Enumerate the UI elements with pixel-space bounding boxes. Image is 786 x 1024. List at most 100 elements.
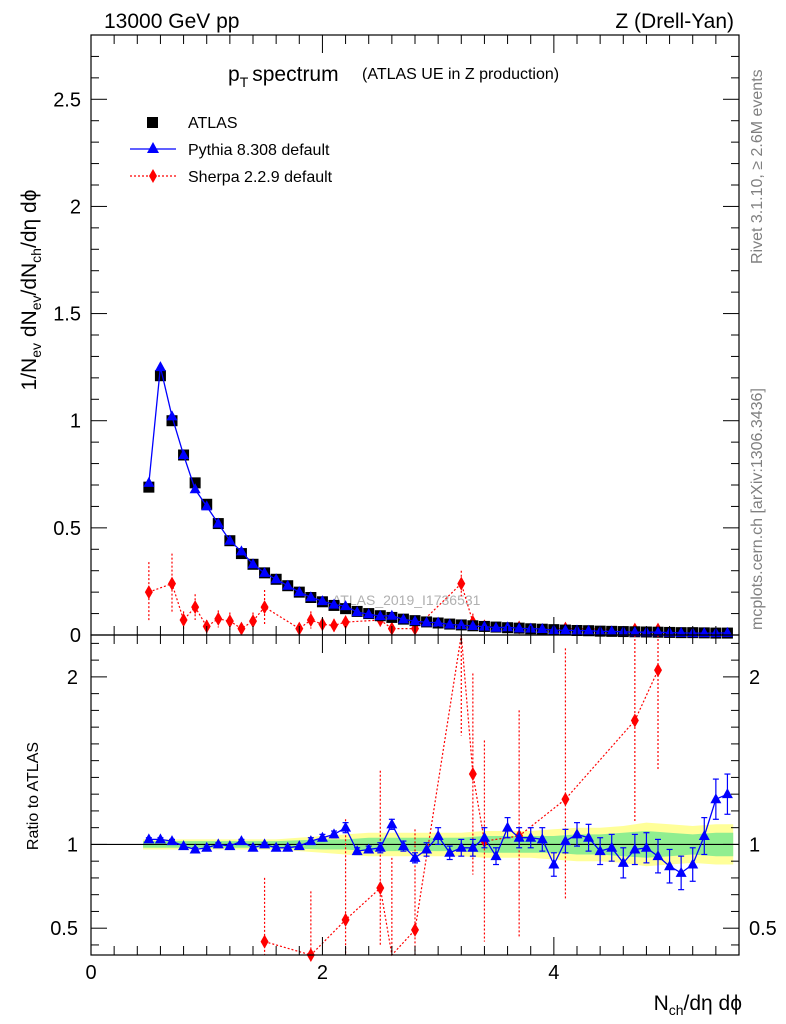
pythia-main-point <box>235 545 247 556</box>
pythia-ratio-point <box>455 841 467 852</box>
main-ytick-label: 0 <box>70 625 81 647</box>
pythia-ratio-point <box>386 818 398 829</box>
pythia-ratio-point <box>548 858 560 869</box>
pythia-ratio-point <box>235 835 247 846</box>
pythia-ratio-point <box>652 850 664 861</box>
pythia-ratio-point <box>617 856 629 867</box>
ratio-xlabel: Nch/dη dϕ <box>654 992 742 1018</box>
pythia-ratio-point <box>502 821 514 832</box>
pythia-main-point <box>293 586 305 597</box>
pythia-main-point <box>559 624 571 635</box>
pythia-main-point <box>259 566 271 577</box>
pythia-ratio-point <box>259 838 271 849</box>
pythia-ratio-point <box>721 788 733 799</box>
pythia-main-point <box>351 606 363 617</box>
sherpa-main-point <box>144 585 153 600</box>
pythia-ratio-point <box>594 845 606 856</box>
pythia-ratio-point <box>351 845 363 856</box>
legend-sherpa-label: Sherpa 2.2.9 default <box>188 169 333 186</box>
pythia-ratio-point <box>583 831 595 842</box>
main-ytick-label: 2.5 <box>53 89 81 111</box>
pythia-main-point <box>340 600 352 611</box>
sherpa-main-point <box>341 615 350 630</box>
sherpa-ratio-point <box>561 792 570 807</box>
pythia-main-point <box>513 622 525 633</box>
sherpa-main-point <box>168 576 176 591</box>
atlas-point <box>189 477 201 489</box>
pythia-main-point <box>721 626 733 637</box>
pythia-main-point <box>421 616 433 627</box>
pythia-ratio-point <box>606 841 618 852</box>
pythia-ratio-point <box>467 841 479 852</box>
pythia-main-point <box>386 609 398 620</box>
legend-atlas-label: ATLAS <box>188 115 238 132</box>
pythia-main-point <box>583 624 595 635</box>
pythia-main-point <box>363 608 375 619</box>
main-ylabel: 1/Nev dNev/dNch/dη dϕ <box>18 190 44 391</box>
pythia-ratio-point <box>640 841 652 852</box>
legend-pythia-marker <box>147 142 159 153</box>
ratio-ytick-label-right: 2 <box>749 667 760 689</box>
pythia-main-point <box>490 621 502 632</box>
pythia-ratio-point <box>363 843 375 854</box>
pythia-main-point <box>247 558 259 569</box>
main-ytick-label: 1.5 <box>53 304 81 326</box>
pythia-main-point <box>675 626 687 637</box>
pythia-ratio-point <box>629 843 641 854</box>
sherpa-main-point <box>179 613 188 627</box>
pythia-ratio-point <box>178 840 190 851</box>
pythia-ratio-point <box>270 841 282 852</box>
header-left: 13000 GeV pp <box>104 10 239 33</box>
pythia-main-point <box>606 625 618 636</box>
sherpa-ratio-point <box>411 922 419 937</box>
main-ytick-label: 0.5 <box>53 518 81 540</box>
pythia-main-point <box>478 620 490 631</box>
axes: 0 0.5 1 1.5 2 2.5 0 2 4 0.5 0.5 1 1 2 2 <box>50 34 777 984</box>
pythia-ratio-point <box>189 843 201 854</box>
ratio-panel-data <box>91 634 739 962</box>
main-ytick-label: 1 <box>70 411 81 433</box>
pythia-ratio-point <box>698 830 710 841</box>
ratio-xtick-label: 0 <box>85 962 96 984</box>
pythia-ratio-point <box>305 835 317 846</box>
pythia-ratio-point <box>664 860 676 871</box>
sherpa-main-point <box>237 621 246 636</box>
atlas-point <box>154 370 166 382</box>
ratio-ytick-label-left: 1 <box>67 834 78 856</box>
header-right: Z (Drell-Yan) <box>615 10 734 33</box>
pythia-main-point <box>316 595 328 606</box>
pythia-ratio-point <box>513 831 525 842</box>
atlas-point <box>166 415 178 427</box>
ratio-xtick-label: 4 <box>548 962 559 984</box>
pythia-main-point <box>178 449 190 459</box>
sherpa-ratio-point <box>341 912 350 927</box>
pythia-main-point <box>409 615 421 626</box>
mcplots-label: mcplots.cern.ch [arXiv:1306.3436] <box>749 388 766 630</box>
pythia-main-point <box>282 579 294 590</box>
pythia-main-point <box>629 626 641 637</box>
pythia-main-point <box>143 476 155 487</box>
plot-title: pT spectrum <box>228 63 339 90</box>
pythia-main-point <box>652 626 664 637</box>
pythia-main-point <box>224 534 236 545</box>
pythia-ratio-point <box>571 828 583 839</box>
pythia-ratio-point <box>478 831 490 842</box>
pythia-main-point <box>432 616 444 627</box>
pythia-main-point <box>270 573 282 584</box>
sherpa-main-point <box>330 618 338 633</box>
sherpa-main-point <box>260 600 269 615</box>
pythia-main-point <box>189 483 201 494</box>
legend: ATLAS Pythia 8.308 default Sherpa 2.2.9 … <box>130 115 333 186</box>
sherpa-ratio-point <box>260 934 269 949</box>
pythia-main-point <box>166 410 178 421</box>
sherpa-main-point <box>225 614 234 629</box>
ratio-ytick-label-right: 1 <box>749 834 760 856</box>
ratio-ytick-label-left: 0.5 <box>50 918 78 940</box>
pythia-ratio-point <box>397 840 409 851</box>
pythia-ratio-point <box>675 866 687 877</box>
sherpa-ratio-point <box>468 767 477 782</box>
legend-atlas-marker <box>147 117 158 128</box>
sherpa-main-point <box>214 611 223 626</box>
pythia-ratio-point <box>409 851 421 862</box>
